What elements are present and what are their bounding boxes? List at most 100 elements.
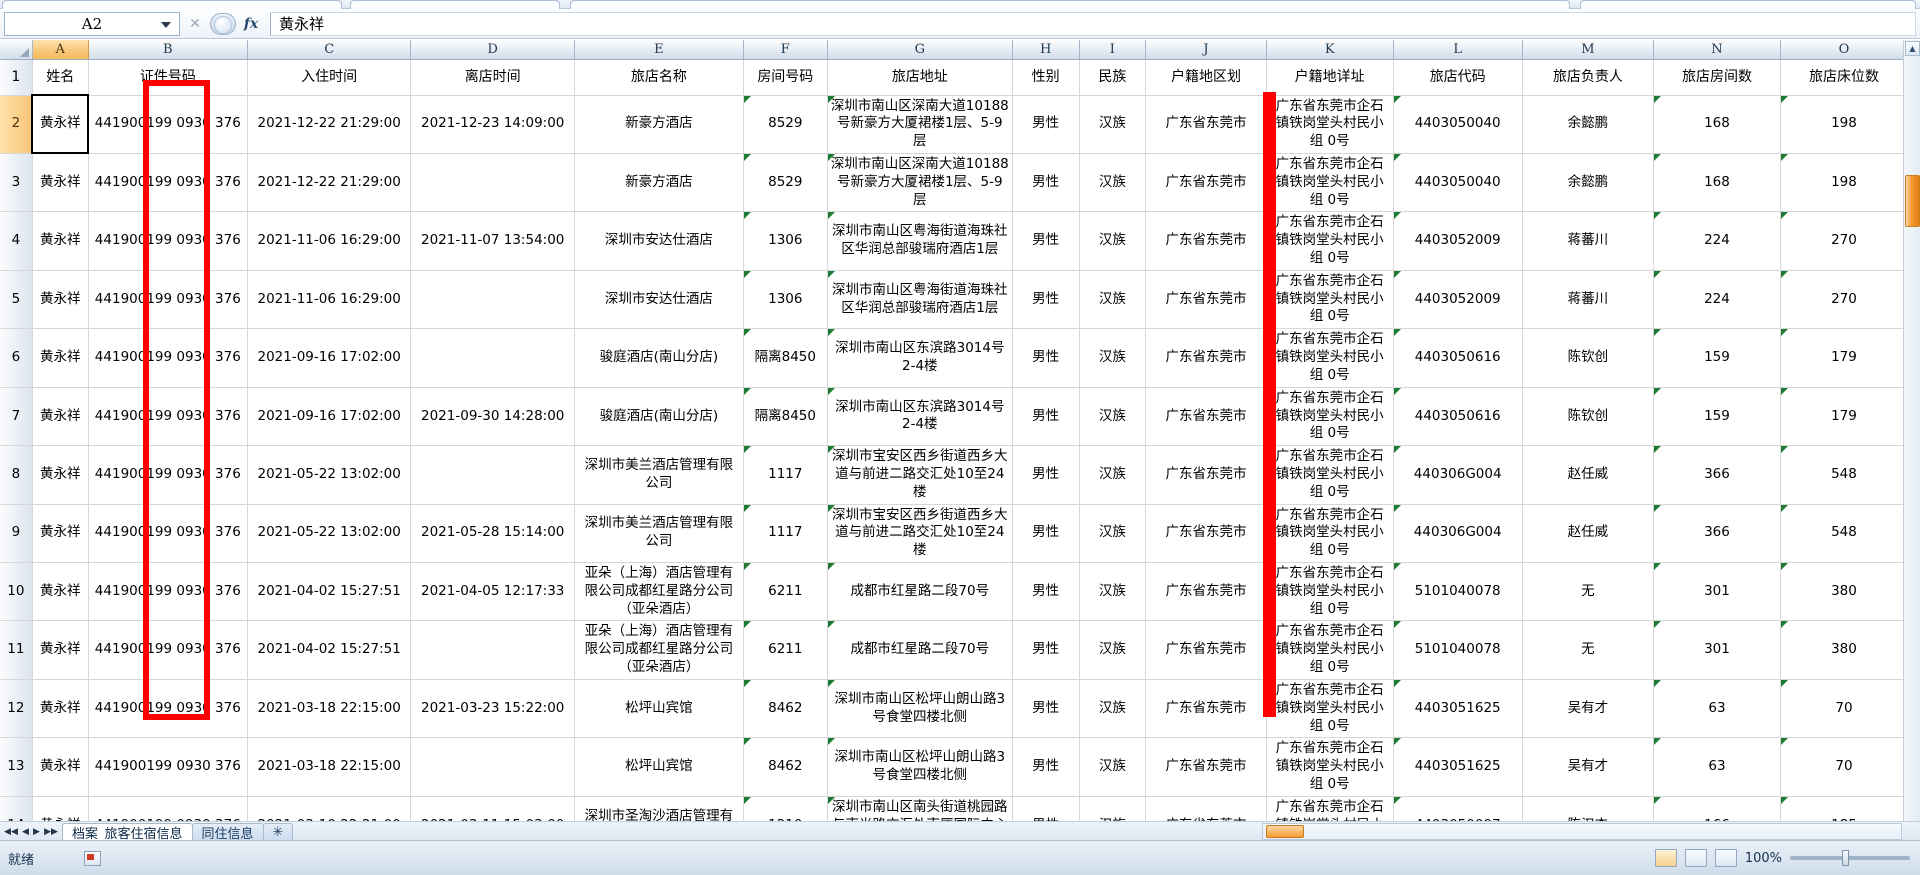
cell-E5[interactable]: 深圳市安达仕酒店	[574, 270, 744, 330]
column-header-D[interactable]: D	[410, 40, 575, 60]
cell-N7[interactable]: 159	[1653, 387, 1781, 447]
column-header-H[interactable]: H	[1012, 40, 1080, 60]
sheet-nav-prev-icon[interactable]: ◀	[22, 826, 29, 837]
cell-G11[interactable]: 成都市红星路二段70号	[827, 620, 1013, 680]
cell-J9[interactable]: 广东省东莞市	[1145, 504, 1267, 564]
cell-O2[interactable]: 198	[1780, 95, 1909, 154]
cell-C2[interactable]: 2021-12-22 21:29:00	[247, 95, 412, 154]
cell-E10[interactable]: 亚朵（上海）酒店管理有限公司成都红星路分公司（亚朵酒店）	[574, 562, 744, 622]
vertical-scrollbar[interactable]: ▲ ▼	[1903, 40, 1920, 840]
cell-B4[interactable]: 441900199 0930 376	[88, 211, 248, 271]
cell-K11[interactable]: 广东省东莞市企石镇铁岗堂头村民小组 0号	[1266, 620, 1394, 680]
cell-A11[interactable]: 黄永祥	[32, 620, 89, 680]
cell-G4[interactable]: 深圳市南山区粤海街道海珠社区华润总部骏瑞府酒店1层	[827, 211, 1013, 271]
cell-G6[interactable]: 深圳市南山区东滨路3014号2-4楼	[827, 328, 1013, 388]
cell-G13[interactable]: 深圳市南山区松坪山朗山路3号食堂四楼北侧	[827, 737, 1013, 797]
cell-K2[interactable]: 广东省东莞市企石镇铁岗堂头村民小组 0号	[1266, 95, 1394, 154]
sheet-tab-0[interactable]: 档案_旅客住宿信息	[62, 823, 193, 842]
cell-A6[interactable]: 黄永祥	[32, 328, 89, 388]
row-header-3[interactable]: 3	[0, 153, 33, 213]
cell-I8[interactable]: 汉族	[1079, 445, 1147, 505]
cell-N11[interactable]: 301	[1653, 620, 1781, 680]
select-all-corner[interactable]	[0, 40, 33, 60]
cell-A10[interactable]: 黄永祥	[32, 562, 89, 622]
cell-N12[interactable]: 63	[1653, 679, 1781, 739]
sheet-nav-last-icon[interactable]: ▶▶	[44, 826, 58, 837]
cell-N13[interactable]: 63	[1653, 737, 1781, 797]
cell-D3[interactable]	[410, 153, 575, 213]
cell-K10[interactable]: 广东省东莞市企石镇铁岗堂头村民小组 0号	[1266, 562, 1394, 622]
cell-A13[interactable]: 黄永祥	[32, 737, 89, 797]
new-sheet-icon[interactable]: ✳	[262, 823, 294, 841]
cell-I4[interactable]: 汉族	[1079, 211, 1147, 271]
cell-D8[interactable]	[410, 445, 575, 505]
cell-N8[interactable]: 366	[1653, 445, 1781, 505]
cell-D12[interactable]: 2021-03-23 15:22:00	[410, 679, 575, 739]
cell-E4[interactable]: 深圳市安达仕酒店	[574, 211, 744, 271]
cell-G12[interactable]: 深圳市南山区松坪山朗山路3号食堂四楼北侧	[827, 679, 1013, 739]
cell-F11[interactable]: 6211	[743, 620, 828, 680]
cell-A9[interactable]: 黄永祥	[32, 504, 89, 564]
sheet-tab-1[interactable]: 同住信息	[191, 823, 264, 842]
cell-C4[interactable]: 2021-11-06 16:29:00	[247, 211, 412, 271]
row-header-10[interactable]: 10	[0, 562, 33, 622]
cell-E11[interactable]: 亚朵（上海）酒店管理有限公司成都红星路分公司（亚朵酒店）	[574, 620, 744, 680]
insert-function-icon[interactable]: fx	[243, 15, 259, 32]
cell-H4[interactable]: 男性	[1012, 211, 1080, 271]
cell-K5[interactable]: 广东省东莞市企石镇铁岗堂头村民小组 0号	[1266, 270, 1394, 330]
cell-J2[interactable]: 广东省东莞市	[1145, 95, 1267, 154]
cell-M7[interactable]: 陈钦创	[1522, 387, 1654, 447]
cell-I13[interactable]: 汉族	[1079, 737, 1147, 797]
cell-G5[interactable]: 深圳市南山区粤海街道海珠社区华润总部骏瑞府酒店1层	[827, 270, 1013, 330]
zoom-slider-thumb[interactable]	[1842, 850, 1849, 866]
cell-N10[interactable]: 301	[1653, 562, 1781, 622]
cell-J8[interactable]: 广东省东莞市	[1145, 445, 1267, 505]
cell-H8[interactable]: 男性	[1012, 445, 1080, 505]
cell-O13[interactable]: 70	[1780, 737, 1909, 797]
column-header-L[interactable]: L	[1393, 40, 1523, 60]
row-header-4[interactable]: 4	[0, 211, 33, 271]
view-normal-icon[interactable]	[1654, 849, 1677, 867]
cell-B5[interactable]: 441900199 0930 376	[88, 270, 248, 330]
cell-E7[interactable]: 骏庭酒店(南山分店)	[574, 387, 744, 447]
cell-B3[interactable]: 441900199 0930 376	[88, 153, 248, 213]
cell-K13[interactable]: 广东省东莞市企石镇铁岗堂头村民小组 0号	[1266, 737, 1394, 797]
cell-M4[interactable]: 蒋蕃川	[1522, 211, 1654, 271]
cell-G3[interactable]: 深圳市南山区深南大道10188号新豪方大厦裙楼1层、5-9层	[827, 153, 1013, 213]
cell-C7[interactable]: 2021-09-16 17:02:00	[247, 387, 412, 447]
cell-H6[interactable]: 男性	[1012, 328, 1080, 388]
cell-I3[interactable]: 汉族	[1079, 153, 1147, 213]
cell-L7[interactable]: 4403050616	[1393, 387, 1523, 447]
horizontal-scroll-thumb[interactable]	[1266, 825, 1304, 838]
cell-M3[interactable]: 余懿鹏	[1522, 153, 1654, 213]
cell-B12[interactable]: 441900199 0930 376	[88, 679, 248, 739]
cell-G7[interactable]: 深圳市南山区东滨路3014号2-4楼	[827, 387, 1013, 447]
cell-K8[interactable]: 广东省东莞市企石镇铁岗堂头村民小组 0号	[1266, 445, 1394, 505]
column-header-J[interactable]: J	[1145, 40, 1267, 60]
cell-F2[interactable]: 8529	[743, 95, 828, 154]
column-header-B[interactable]: B	[88, 40, 248, 60]
cell-B9[interactable]: 441900199 0930 376	[88, 504, 248, 564]
cell-O12[interactable]: 70	[1780, 679, 1909, 739]
cell-L6[interactable]: 4403050616	[1393, 328, 1523, 388]
cell-D11[interactable]	[410, 620, 575, 680]
sheet-nav-first-icon[interactable]: ◀◀	[4, 826, 18, 837]
cell-A7[interactable]: 黄永祥	[32, 387, 89, 447]
confirm-icon[interactable]	[210, 12, 236, 36]
cell-L13[interactable]: 4403051625	[1393, 737, 1523, 797]
column-header-E[interactable]: E	[574, 40, 744, 60]
chevron-down-icon[interactable]	[161, 21, 171, 28]
cell-N6[interactable]: 159	[1653, 328, 1781, 388]
column-header-G[interactable]: G	[827, 40, 1013, 60]
cell-D4[interactable]: 2021-11-07 13:54:00	[410, 211, 575, 271]
cell-E2[interactable]: 新豪方酒店	[574, 95, 744, 154]
cell-L2[interactable]: 4403050040	[1393, 95, 1523, 154]
ribbon-tab-stub-3[interactable]	[570, 0, 1570, 9]
cell-I10[interactable]: 汉族	[1079, 562, 1147, 622]
cell-C10[interactable]: 2021-04-02 15:27:51	[247, 562, 412, 622]
ribbon-tab-stub-2[interactable]	[350, 0, 560, 9]
cell-B11[interactable]: 441900199 0930 376	[88, 620, 248, 680]
cell-I6[interactable]: 汉族	[1079, 328, 1147, 388]
cell-M12[interactable]: 吴有才	[1522, 679, 1654, 739]
cell-O5[interactable]: 270	[1780, 270, 1909, 330]
